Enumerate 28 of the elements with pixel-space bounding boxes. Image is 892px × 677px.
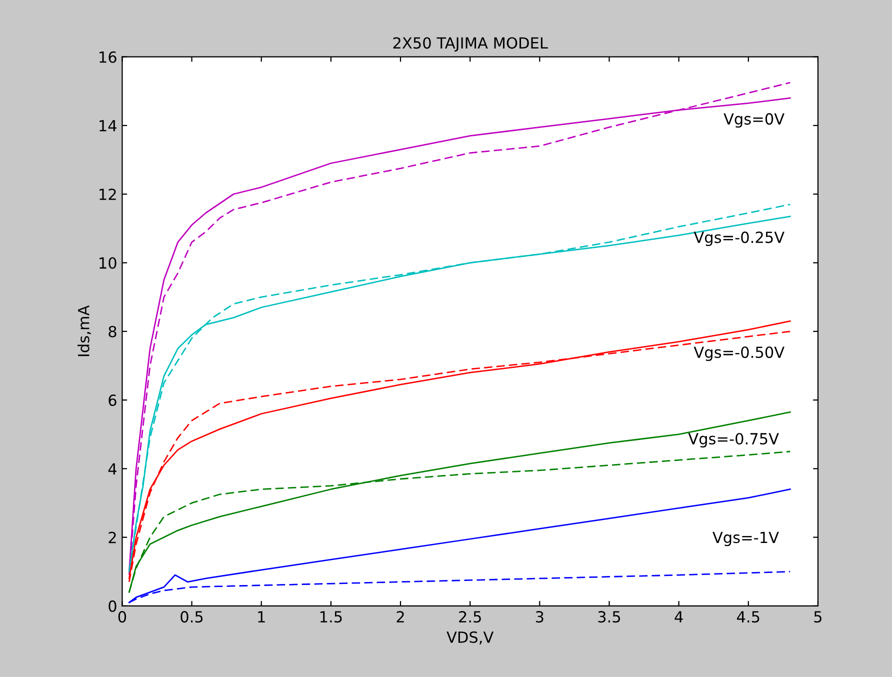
series-label: Vgs=-0.25V (694, 232, 784, 246)
y-tick-label: 12 (100, 188, 116, 200)
x-tick-label: 4.5 (736, 611, 760, 623)
x-tick-label: 1.5 (320, 611, 342, 623)
series-label: Vgs=0V (724, 113, 784, 128)
series-label: Vgs=-0.50V (694, 346, 784, 362)
x-tick-label: 3.5 (598, 611, 620, 623)
y-tick-label: 10 (100, 257, 116, 269)
x-tick-label: 0 (118, 611, 126, 623)
x-tick-label: 4 (674, 611, 683, 622)
y-tick-label: 16 (100, 51, 116, 63)
y-tick-label: 6 (108, 394, 116, 406)
x-axis-title: VDS,V (446, 631, 494, 644)
y-tick-label: 14 (100, 120, 116, 132)
chart-title: 2X50 TAJIMA MODEL (393, 37, 548, 52)
x-tick-label: 5 (814, 611, 822, 623)
series-label: Vgs=-0.75V (688, 432, 779, 448)
x-tick-label: 1 (258, 611, 265, 622)
y-tick-label: 0 (108, 600, 116, 612)
x-tick-label: 2 (396, 611, 404, 622)
x-tick-label: 3 (536, 611, 544, 623)
y-tick-label: 8 (108, 326, 116, 338)
x-tick-label: 0.5 (180, 611, 203, 623)
series-label: Vgs=-1V (712, 532, 779, 546)
x-tick-label: 2.5 (459, 611, 481, 623)
y-axis-title: Ids,mA (78, 305, 91, 356)
y-tick-label: 2 (108, 532, 116, 544)
y-tick-label: 4 (108, 463, 116, 474)
